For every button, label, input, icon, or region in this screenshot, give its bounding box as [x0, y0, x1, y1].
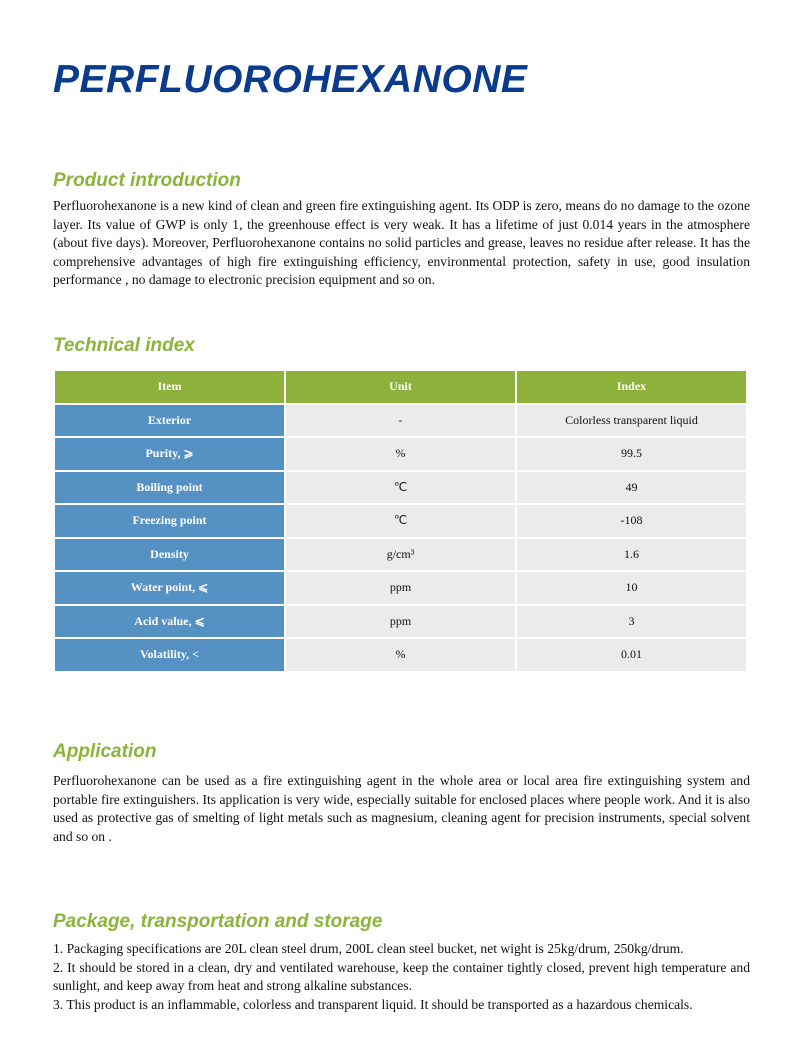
cell-item: Acid value, ⩽: [53, 603, 286, 639]
cell-index: 3: [515, 603, 748, 639]
table-row: Freezing point ℃ -108: [53, 503, 748, 539]
cell-index: 49: [515, 469, 748, 505]
cell-index: Colorless transparent liquid: [515, 402, 748, 438]
cell-index: 0.01: [515, 637, 748, 673]
intro-heading: Product introduction: [53, 170, 241, 191]
cell-index: 99.5: [515, 436, 748, 472]
cell-unit: %: [284, 436, 517, 472]
cell-item: Volatility, <: [53, 637, 286, 673]
cell-item: Exterior: [53, 402, 286, 438]
page-title: PERFLUOROHEXANONE: [53, 58, 528, 101]
cell-unit: g/cm³: [284, 536, 517, 572]
cell-unit: ℃: [284, 469, 517, 505]
application-heading: Application: [53, 741, 157, 762]
cell-unit: -: [284, 402, 517, 438]
cell-item: Boiling point: [53, 469, 286, 505]
cell-item: Freezing point: [53, 503, 286, 539]
cell-item: Purity, ⩾: [53, 436, 286, 472]
table-header-row: Item Unit Index: [53, 369, 748, 405]
list-item: 2. It should be stored in a clean, dry a…: [53, 959, 750, 994]
cell-unit: %: [284, 637, 517, 673]
table-row: Water point, ⩽ ppm 10: [53, 570, 748, 606]
package-heading: Package, transportation and storage: [53, 911, 383, 932]
cell-item: Density: [53, 536, 286, 572]
table-row: Exterior - Colorless transparent liquid: [53, 402, 748, 438]
cell-unit: ℃: [284, 503, 517, 539]
column-header: Unit: [284, 369, 517, 405]
application-text: Perfluorohexanone can be used as a fire …: [53, 773, 750, 844]
technical-heading: Technical index: [53, 335, 195, 356]
cell-index: 10: [515, 570, 748, 606]
column-header: Index: [515, 369, 748, 405]
cell-unit: ppm: [284, 570, 517, 606]
cell-unit: ppm: [284, 603, 517, 639]
intro-text: Perfluorohexanone is a new kind of clean…: [53, 198, 750, 288]
package-list: 1. Packaging specifications are 20L clea…: [53, 940, 750, 1014]
cell-index: -108: [515, 503, 748, 539]
cell-item: Water point, ⩽: [53, 570, 286, 606]
cell-index: 1.6: [515, 536, 748, 572]
list-item: 1. Packaging specifications are 20L clea…: [53, 941, 684, 956]
table-row: Acid value, ⩽ ppm 3: [53, 603, 748, 639]
table-row: Volatility, <% 0.01: [53, 637, 748, 673]
list-item: 3. This product is an inflammable, color…: [53, 996, 693, 1012]
column-header: Item: [53, 369, 286, 405]
table-row: Density g/cm³ 1.6: [53, 536, 748, 572]
table-row: Boiling point ℃ 49: [53, 469, 748, 505]
technical-table: Item Unit Index Exterior - Colorless trans…: [53, 369, 748, 673]
table-row: Purity, ⩾% 99.5: [53, 436, 748, 472]
